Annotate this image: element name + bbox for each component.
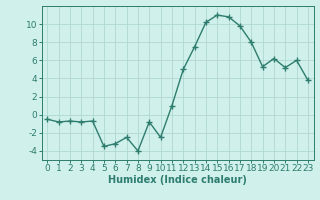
- X-axis label: Humidex (Indice chaleur): Humidex (Indice chaleur): [108, 175, 247, 185]
